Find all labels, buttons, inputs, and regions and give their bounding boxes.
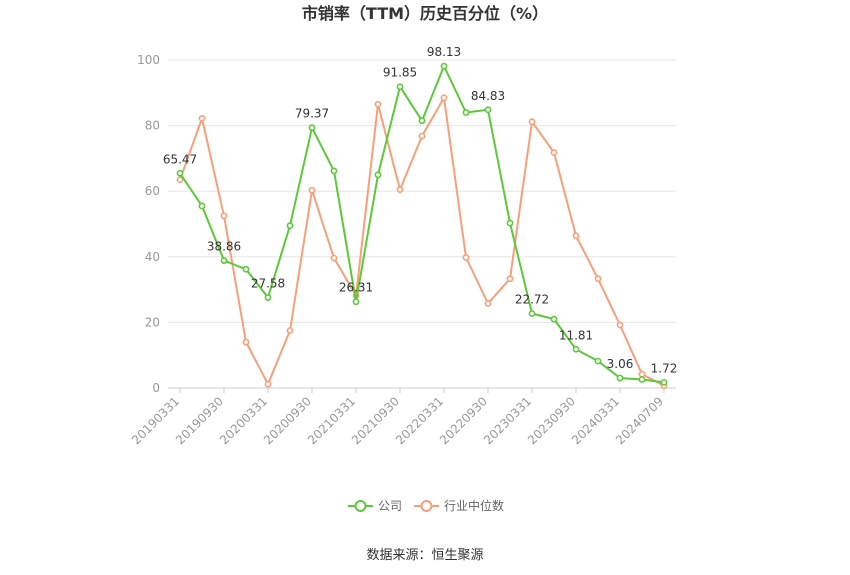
data-point (220, 257, 228, 264)
legend[interactable]: 公司 行业中位数 (348, 498, 504, 513)
data-point (374, 100, 382, 108)
data-point (396, 83, 404, 91)
series-line-1 (179, 96, 665, 387)
data-point (528, 310, 536, 317)
data-point (330, 254, 338, 262)
data-point (616, 321, 624, 329)
data-point (660, 378, 668, 386)
data-point (176, 169, 184, 177)
data-point (440, 94, 448, 102)
data-point (418, 117, 426, 125)
legend-marker (420, 500, 433, 512)
data-point (242, 265, 250, 273)
data-point (374, 171, 382, 179)
data-point (528, 118, 536, 126)
data-point (506, 275, 514, 283)
data-point (550, 149, 558, 156)
x-axis: 2019033120190930202003312020093020210331… (129, 388, 666, 447)
data-point (264, 294, 272, 301)
data-point (484, 106, 492, 114)
y-tick-label: 60 (145, 184, 160, 198)
data-point (198, 202, 206, 210)
data-label: 91.85 (383, 66, 417, 80)
data-point (440, 62, 448, 70)
data-point (286, 222, 294, 230)
data-point (572, 232, 580, 240)
data-label: 98.13 (427, 45, 461, 59)
data-point (352, 298, 360, 306)
chart-title: 市销率（TTM）历史百分位（%） (302, 4, 548, 23)
legend-label: 公司 (378, 499, 402, 513)
x-tick-label: 20240709 (613, 394, 666, 447)
series-layer (176, 62, 668, 390)
data-point (462, 254, 470, 261)
data-point (550, 315, 558, 323)
data-label: 3.06 (607, 357, 634, 371)
source-note: 数据来源：恒生聚源 (366, 548, 483, 563)
y-tick-label: 100 (137, 53, 160, 67)
data-label: 26.31 (339, 281, 373, 295)
y-axis: 0 20 40 60 80 100 (137, 53, 160, 395)
data-label: 79.37 (295, 107, 329, 121)
data-point (308, 186, 316, 194)
grid-lines (168, 59, 676, 389)
data-point (330, 167, 338, 175)
data-point (242, 338, 250, 346)
legend-item-0[interactable]: 公司 (348, 499, 402, 513)
legend-label: 行业中位数 (444, 498, 504, 513)
data-point (286, 327, 294, 334)
data-point (220, 212, 228, 220)
data-label: 84.83 (471, 89, 505, 103)
data-point (176, 176, 184, 184)
data-point (572, 345, 580, 353)
data-point (308, 124, 316, 132)
data-point (396, 186, 404, 193)
legend-marker (354, 500, 367, 512)
data-label: 27.58 (251, 277, 285, 291)
data-point (638, 376, 646, 383)
legend-item-1[interactable]: 行业中位数 (414, 498, 504, 513)
data-point (594, 357, 602, 365)
y-tick-label: 80 (145, 119, 160, 133)
data-point (484, 299, 492, 307)
data-label: 22.72 (515, 292, 549, 306)
data-point (506, 219, 514, 227)
data-point (638, 370, 646, 378)
data-label: 38.86 (207, 240, 241, 254)
y-tick-label: 40 (145, 250, 160, 264)
data-label: 11.81 (559, 328, 593, 342)
y-tick-label: 20 (145, 315, 160, 329)
data-point (198, 114, 206, 122)
data-point (616, 374, 624, 382)
data-label: 1.72 (651, 361, 678, 375)
y-tick-label: 0 (152, 381, 160, 395)
data-point (462, 109, 470, 116)
data-point (418, 132, 426, 140)
data-label: 65.47 (163, 152, 197, 166)
data-point (594, 275, 602, 283)
data-labels: 65.47 38.86 27.58 79.37 26.31 91.85 98.13 84.83… (163, 45, 678, 375)
data-point (264, 380, 272, 388)
